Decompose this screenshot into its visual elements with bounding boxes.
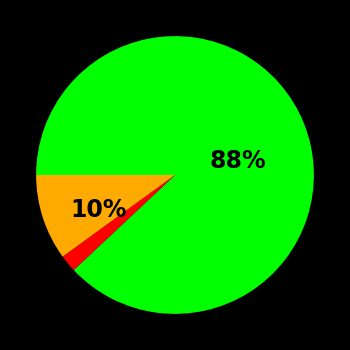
Wedge shape bbox=[63, 175, 175, 270]
Text: 10%: 10% bbox=[70, 198, 127, 222]
Wedge shape bbox=[36, 36, 314, 314]
Text: 88%: 88% bbox=[209, 149, 266, 173]
Wedge shape bbox=[36, 175, 175, 257]
